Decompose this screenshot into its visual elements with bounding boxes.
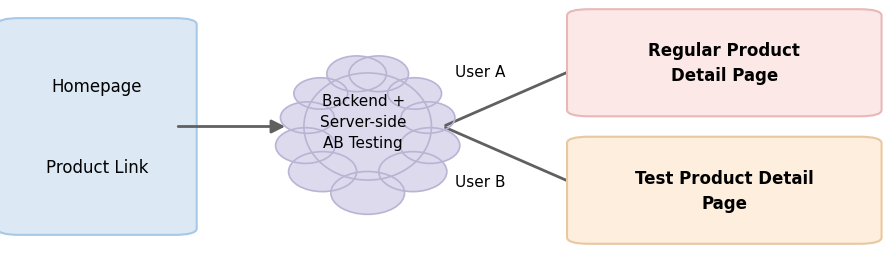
Ellipse shape — [379, 152, 447, 192]
Ellipse shape — [276, 128, 335, 164]
Text: Regular Product
Detail Page: Regular Product Detail Page — [649, 42, 800, 85]
Ellipse shape — [304, 74, 431, 180]
Text: User B: User B — [455, 174, 506, 189]
Ellipse shape — [281, 102, 334, 134]
FancyBboxPatch shape — [0, 19, 197, 235]
Text: Product Link: Product Link — [46, 159, 148, 177]
Text: Test Product Detail
Page: Test Product Detail Page — [635, 169, 813, 212]
Text: Homepage: Homepage — [51, 77, 143, 95]
Ellipse shape — [349, 57, 408, 92]
Ellipse shape — [401, 102, 455, 134]
Text: User A: User A — [455, 65, 506, 80]
Ellipse shape — [400, 128, 460, 164]
Ellipse shape — [289, 152, 356, 192]
Ellipse shape — [330, 172, 405, 214]
FancyBboxPatch shape — [567, 137, 882, 244]
FancyBboxPatch shape — [567, 10, 882, 117]
Ellipse shape — [294, 78, 347, 110]
Ellipse shape — [327, 57, 386, 92]
Ellipse shape — [388, 78, 441, 110]
Text: Backend +
Server-side
AB Testing: Backend + Server-side AB Testing — [320, 93, 407, 150]
